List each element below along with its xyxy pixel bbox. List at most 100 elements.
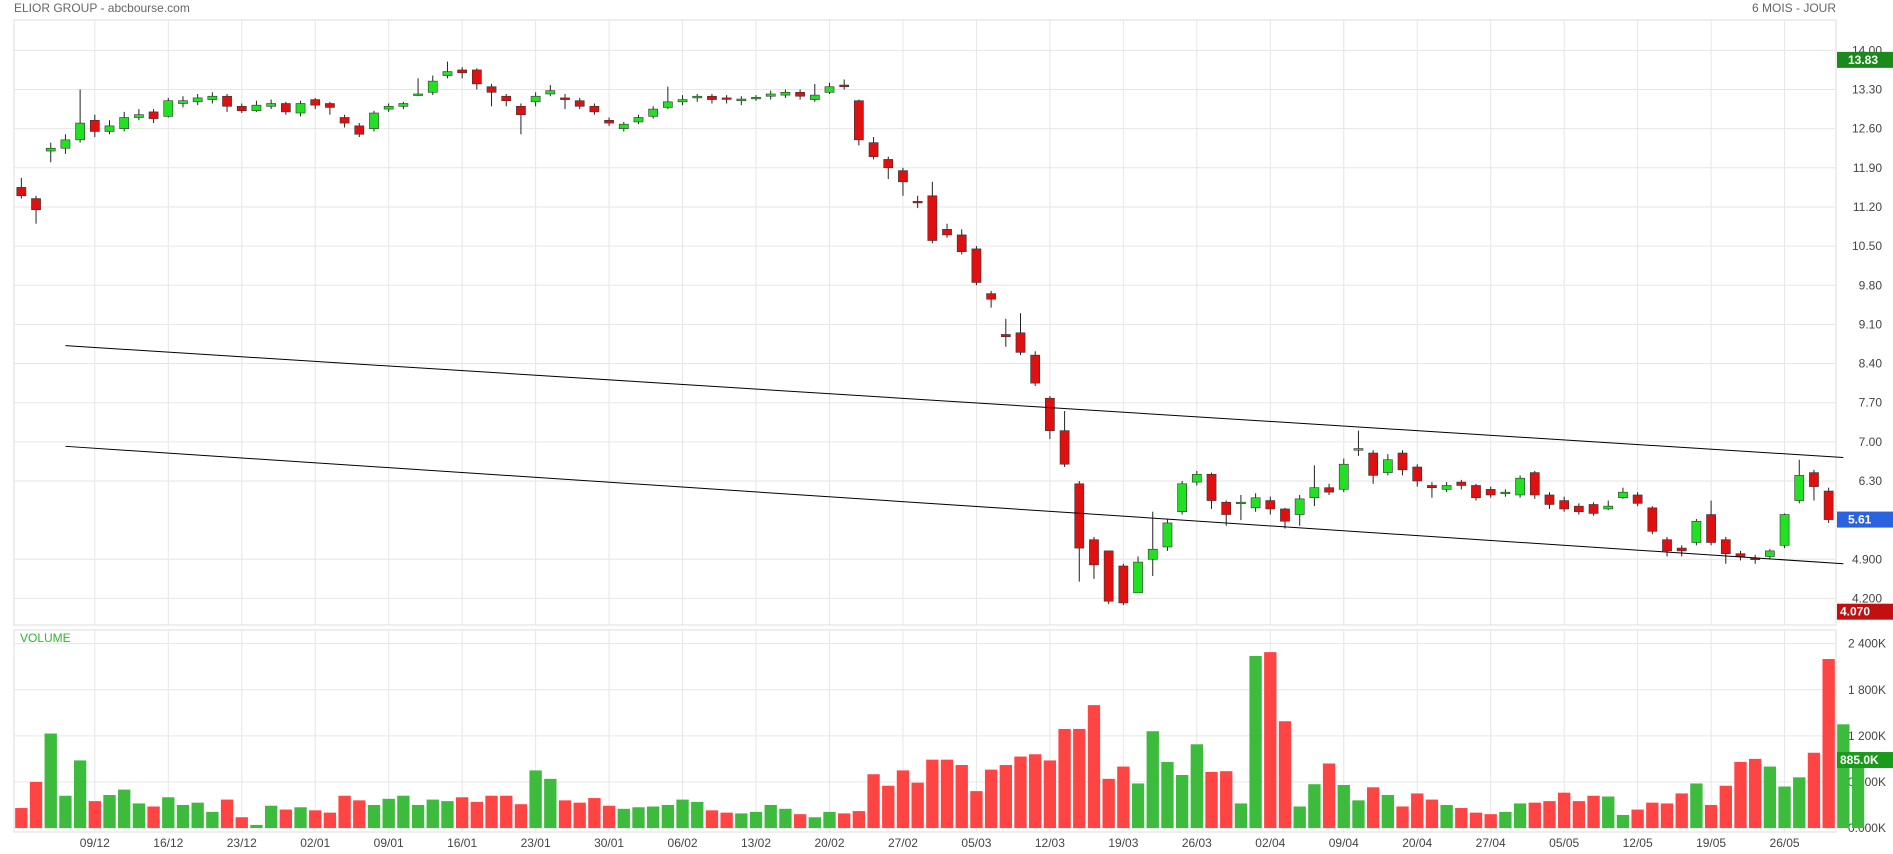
volume-bar xyxy=(1425,799,1439,828)
volume-bar xyxy=(1411,793,1424,828)
candle-body xyxy=(1632,494,1643,504)
volume-bar xyxy=(1366,787,1380,828)
volume-bar xyxy=(955,765,968,828)
candle xyxy=(692,93,703,102)
volume-bar xyxy=(808,817,821,828)
candle xyxy=(1250,493,1261,512)
candle xyxy=(1382,454,1393,476)
candle xyxy=(1162,519,1173,551)
candle xyxy=(1133,556,1143,594)
candle xyxy=(1427,482,1437,498)
candle-body xyxy=(912,201,923,204)
candle-body xyxy=(501,95,512,102)
candle-body xyxy=(1588,504,1599,514)
candle xyxy=(1618,487,1628,499)
candle xyxy=(1265,496,1276,515)
candle-body xyxy=(545,90,556,95)
volume-bar xyxy=(1014,756,1027,828)
candle xyxy=(1809,469,1819,501)
candle-body xyxy=(1559,500,1570,510)
candle xyxy=(369,110,379,132)
candle-body xyxy=(236,105,247,112)
candle xyxy=(765,90,776,100)
candle xyxy=(927,181,938,244)
candle xyxy=(1706,500,1716,546)
candle xyxy=(1456,479,1467,490)
candle-body xyxy=(1206,473,1217,501)
candle xyxy=(398,101,409,110)
last-badge-value: 5.61 xyxy=(1848,513,1872,527)
candle-body xyxy=(148,111,159,119)
volume-bar xyxy=(676,799,689,828)
volume-bar xyxy=(73,760,87,828)
candle-body xyxy=(1309,487,1320,499)
candle xyxy=(501,93,512,107)
price-tick-label: 10.50 xyxy=(1852,239,1882,253)
volume-bar xyxy=(441,801,454,828)
volume-bar xyxy=(588,798,601,828)
date-axis: 09/12 16/12 23/12 02/01 09/01 16/01 23/01 30/01… xyxy=(80,836,1800,850)
volume-bar xyxy=(367,804,381,828)
candle-body xyxy=(1603,505,1614,510)
candle xyxy=(207,92,218,104)
volume-bar xyxy=(309,810,322,828)
candle xyxy=(16,177,27,199)
candle xyxy=(604,117,614,126)
candle-body xyxy=(1500,491,1511,494)
volume-bar xyxy=(735,813,748,828)
volume-bar xyxy=(1763,766,1777,828)
candle-body xyxy=(1236,501,1246,505)
candle xyxy=(633,114,644,125)
price-tick-label: 6.30 xyxy=(1859,474,1883,488)
candle-body xyxy=(104,125,115,132)
candle xyxy=(956,229,967,255)
candle xyxy=(1059,411,1070,468)
date-tick-label: 27/04 xyxy=(1476,836,1506,850)
candle xyxy=(618,121,629,132)
volume-bar xyxy=(1440,804,1453,828)
candle xyxy=(1676,545,1687,557)
candle xyxy=(1324,483,1334,495)
price-tick-label: 9.10 xyxy=(1859,317,1883,331)
candle xyxy=(104,120,115,135)
volume-panel xyxy=(13,629,1837,833)
candle-body xyxy=(707,95,717,100)
candle xyxy=(427,75,438,96)
candle-body xyxy=(1368,452,1379,476)
date-tick-label: 12/05 xyxy=(1623,836,1653,850)
candle xyxy=(1779,513,1790,549)
volume-bar xyxy=(573,802,586,828)
volume-bar xyxy=(382,798,395,828)
chart-period: 6 MOIS - JOUR xyxy=(1752,1,1836,15)
candle-body xyxy=(663,101,673,108)
candle-body xyxy=(1059,430,1070,465)
candle xyxy=(236,103,247,114)
volume-bar xyxy=(397,795,410,828)
date-tick-label: 23/01 xyxy=(521,836,551,850)
candle xyxy=(530,92,541,107)
volume-bar xyxy=(176,804,190,828)
volume-bar xyxy=(44,733,57,828)
candle-body xyxy=(1485,489,1496,496)
volume-bar xyxy=(1513,803,1527,828)
volume-bar xyxy=(1704,804,1718,828)
volume-badge-value: 885.0K xyxy=(1840,753,1879,767)
candle xyxy=(1603,500,1614,511)
high-badge-bg xyxy=(1837,51,1893,68)
volume-bar xyxy=(867,774,880,828)
candle xyxy=(971,246,982,286)
candle xyxy=(1720,536,1731,564)
date-tick-label: 09/12 xyxy=(80,836,110,850)
volume-bar xyxy=(793,814,807,828)
volume-bar xyxy=(617,808,630,828)
low-badge-bg xyxy=(1837,603,1893,620)
candle xyxy=(854,99,864,146)
volume-bar xyxy=(999,765,1012,828)
volume-bar xyxy=(1616,814,1630,828)
candle xyxy=(1662,536,1672,557)
volume-bar xyxy=(1175,775,1189,828)
date-tick-label: 19/05 xyxy=(1696,836,1726,850)
volume-title: VOLUME xyxy=(20,631,71,645)
candle-body xyxy=(986,293,996,300)
volume-bar xyxy=(1264,652,1277,828)
